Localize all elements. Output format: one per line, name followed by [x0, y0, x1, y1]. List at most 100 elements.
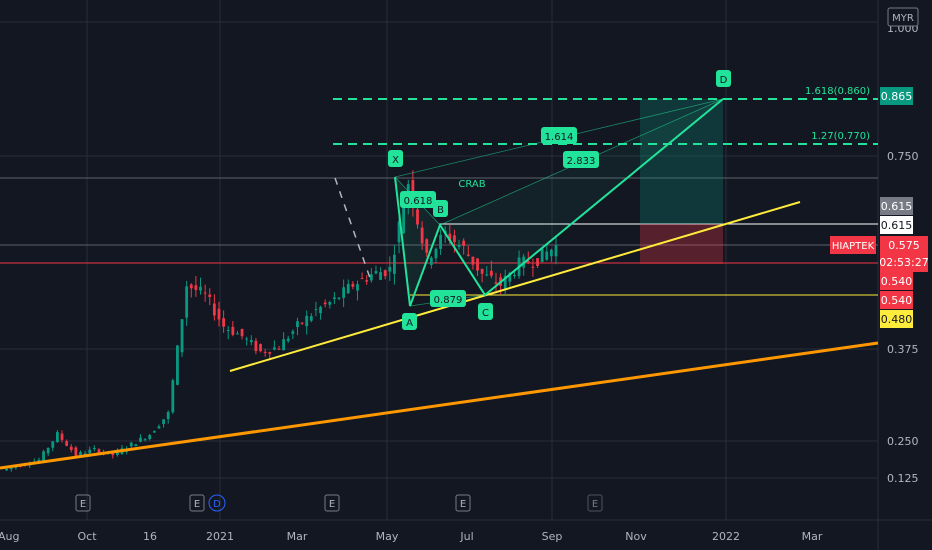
candle-body: [9, 467, 13, 470]
currency-label: MYR: [892, 13, 914, 24]
candle-body: [323, 302, 327, 305]
symbol-label: HIAPTEK: [832, 241, 875, 252]
fib-label-1618: 1.618(0.860): [805, 86, 870, 97]
time-tick-oct: Oct: [77, 530, 97, 543]
crab-pattern-legs[interactable]: [394, 98, 724, 307]
candle-body: [217, 308, 221, 320]
candle-body: [263, 351, 267, 353]
orange-trendline[interactable]: [0, 341, 879, 470]
candle-body: [139, 437, 142, 442]
candle-body: [203, 292, 207, 294]
candle-body: [268, 352, 272, 354]
candle-body: [540, 248, 544, 262]
price-label-0865: 0.865: [881, 90, 913, 103]
candle-body: [148, 434, 152, 440]
candle-body: [65, 441, 69, 446]
candle-body: [337, 297, 341, 299]
candle-body: [208, 294, 212, 297]
candle-body: [79, 452, 82, 456]
candle-body: [545, 251, 549, 260]
candle-body: [60, 433, 64, 440]
candle-body: [416, 209, 419, 225]
time-tick-jul: Jul: [459, 530, 473, 543]
pattern-ratio-labels: 0.618 0.879 1.614 2.833: [400, 127, 599, 307]
dashed-projection-line: [334, 177, 371, 279]
event-marker-5: E: [592, 499, 598, 510]
candle-body: [245, 338, 249, 340]
candle-body: [176, 345, 179, 385]
candle-body: [494, 282, 498, 284]
event-marker-4: E: [460, 499, 466, 510]
price-tick-0375: 0.375: [887, 343, 919, 356]
candle-body: [360, 278, 364, 280]
candle-body: [185, 286, 189, 318]
candle-body: [97, 449, 101, 454]
point-label-x: X: [392, 155, 399, 166]
candle-body: [466, 254, 470, 256]
pattern-name: CRAB: [458, 179, 485, 190]
event-markers[interactable]: E E D E E E: [75, 494, 603, 512]
point-label-a: A: [406, 318, 413, 329]
candle-body: [429, 257, 433, 265]
candle-body: [152, 431, 156, 433]
candle-body: [74, 447, 78, 456]
candle-body: [476, 258, 479, 271]
candle-body: [92, 447, 96, 450]
time-tick-2021: 2021: [206, 530, 234, 543]
candle-body: [508, 272, 512, 282]
candle-body: [37, 459, 41, 462]
time-tick-mar-2022: Mar: [802, 530, 823, 543]
candle-body: [296, 321, 299, 328]
time-tick-16: 16: [143, 530, 157, 543]
candle-body: [448, 233, 452, 241]
candle-body: [56, 432, 59, 442]
candle-body: [291, 331, 295, 334]
candle-body: [249, 340, 253, 343]
point-label-c: C: [482, 308, 489, 319]
price-label-0575: 0.575: [888, 239, 920, 252]
candle-body: [342, 287, 346, 298]
candle-body: [526, 261, 530, 264]
candle-body: [305, 315, 309, 327]
bcd-triangle: [440, 99, 723, 295]
target-zone: [640, 99, 723, 224]
time-tick-may: May: [376, 530, 399, 543]
candle-body: [254, 340, 258, 352]
candle-body: [462, 240, 466, 246]
candle-body: [5, 468, 9, 471]
candle-body: [402, 206, 406, 234]
candle-body: [129, 442, 133, 447]
candle-body: [212, 303, 216, 316]
time-axis[interactable]: Aug Oct 16 2021 Mar May Jul Sep Nov 2022…: [0, 530, 823, 543]
candle-body: [157, 426, 161, 429]
candle-body: [180, 319, 184, 353]
point-label-d: D: [720, 75, 728, 86]
event-marker-2: E: [194, 499, 200, 510]
ratio-label-0618: 0.618: [404, 196, 433, 207]
time-tick-aug: Aug: [0, 530, 19, 543]
time-tick-mar-2021: Mar: [287, 530, 308, 543]
candle-body: [374, 271, 378, 274]
candle-body: [379, 272, 382, 280]
candle-body: [333, 297, 336, 299]
candle-body: [346, 284, 350, 294]
price-label-0615-white: 0.615: [881, 219, 913, 232]
candle-body: [143, 439, 147, 441]
candle-body: [42, 451, 45, 462]
ratio-label-2833: 2.833: [567, 156, 596, 167]
candle-body: [471, 256, 475, 265]
price-axis[interactable]: 1.000 MYR 0.750 0.375 0.250 0.125: [887, 7, 919, 485]
candle-body: [319, 306, 322, 314]
price-tick-0750: 0.750: [887, 150, 919, 163]
candle-body: [199, 286, 202, 291]
candle-body: [554, 245, 558, 257]
candle-body: [259, 344, 262, 352]
candle-body: [226, 329, 230, 331]
candle-body: [171, 380, 175, 413]
yellow-trendline[interactable]: [229, 201, 801, 372]
fib-label-127: 1.27(0.770): [811, 131, 870, 142]
grid: [0, 0, 878, 520]
price-tick-0250: 0.250: [887, 435, 919, 448]
candle-body: [300, 322, 304, 324]
